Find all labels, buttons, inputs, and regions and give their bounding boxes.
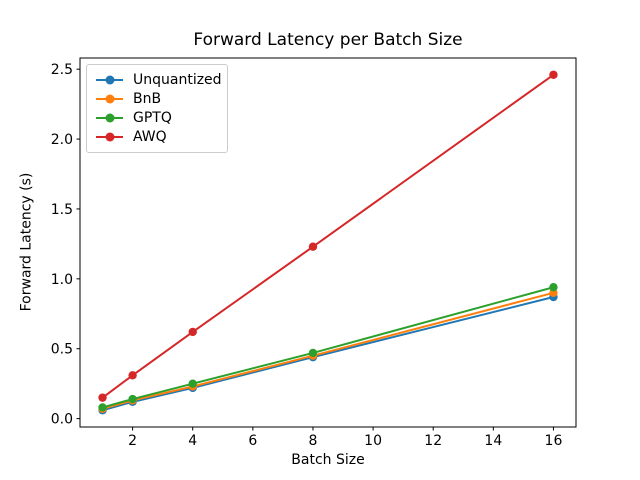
data-point-marker-awq: [188, 327, 197, 337]
legend-item-bnb: BnB: [96, 89, 218, 108]
data-point-marker-awq: [128, 371, 137, 380]
y-tick-label: 1.5: [51, 202, 73, 218]
legend-marker-dot: [105, 75, 114, 85]
legend-label: Unquantized: [133, 71, 222, 88]
x-tick-label: 10: [364, 433, 382, 449]
data-point-marker-gptq: [98, 403, 107, 412]
x-tick-label: 16: [545, 433, 563, 449]
x-tick-label: 6: [248, 433, 257, 449]
x-tick-label: 8: [309, 433, 318, 449]
data-point-marker-gptq: [549, 283, 558, 292]
data-point-marker-awq: [98, 393, 107, 402]
legend-item-awq: AWQ: [96, 128, 218, 147]
legend-line-marker-icon: [96, 132, 123, 142]
legend-item-unquantized: Unquantized: [96, 70, 222, 89]
y-tick-label: 0.0: [51, 412, 73, 428]
legend: Unquantized BnB GPTQ AWQ: [86, 64, 228, 153]
legend-label: BnB: [133, 90, 162, 107]
legend-marker-dot: [105, 113, 114, 123]
x-axis-label: Batch Size: [291, 452, 365, 468]
y-tick-label: 2.5: [51, 62, 73, 78]
data-point-marker-awq: [549, 70, 558, 79]
legend-line-marker-icon: [96, 113, 123, 123]
series-line-bnb: [102, 291, 554, 410]
legend-line-marker-icon: [96, 75, 123, 85]
legend-marker-dot: [105, 94, 114, 104]
x-tick-label: 2: [128, 433, 137, 449]
series-line-unquantized: [102, 296, 554, 412]
y-tick-label: 1.0: [51, 272, 73, 288]
legend-marker-dot: [105, 132, 114, 142]
plot-border: [79, 57, 577, 428]
data-point-marker-gptq: [188, 379, 197, 388]
legend-item-gptq: GPTQ: [96, 109, 218, 128]
data-point-marker-gptq: [128, 394, 137, 404]
legend-label: AWQ: [133, 129, 167, 146]
chart-title: Forward Latency per Batch Size: [193, 30, 463, 50]
legend-line-marker-icon: [96, 94, 123, 104]
legend-label: GPTQ: [133, 110, 172, 127]
data-point-marker-gptq: [308, 348, 318, 358]
y-tick-label: 0.5: [51, 342, 73, 358]
x-tick-label: 12: [424, 433, 442, 449]
data-point-marker-awq: [308, 242, 318, 251]
y-tick-label: 2.0: [51, 132, 73, 148]
x-tick-label: 14: [484, 433, 502, 449]
x-tick-label: 4: [188, 433, 197, 449]
